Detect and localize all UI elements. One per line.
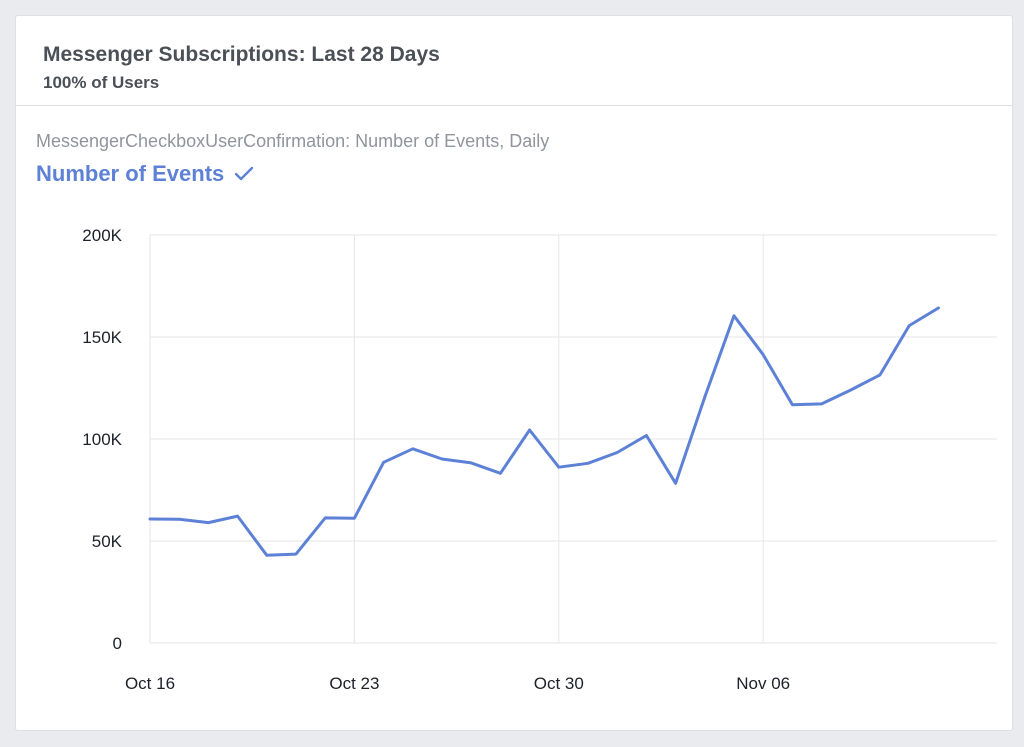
data-point xyxy=(820,402,823,405)
data-point xyxy=(645,434,648,437)
metric-name[interactable]: Number of Events xyxy=(36,161,225,186)
card-subtitle: 100% of Users xyxy=(43,73,160,92)
card-title: Messenger Subscriptions: Last 28 Days xyxy=(43,43,440,66)
data-point xyxy=(470,461,473,464)
card-header: Messenger Subscriptions: Last 28 Days 10… xyxy=(16,16,1012,106)
data-point xyxy=(382,461,385,464)
data-point xyxy=(528,429,531,432)
card-body: MessengerCheckboxUserConfirmation: Numbe… xyxy=(16,106,1012,187)
data-point xyxy=(441,457,444,460)
data-point xyxy=(207,521,210,524)
metric-caption: MessengerCheckboxUserConfirmation: Numbe… xyxy=(36,131,550,151)
data-point xyxy=(791,403,794,406)
data-point xyxy=(499,472,502,475)
data-point xyxy=(849,389,852,392)
y-tick-label: 150K xyxy=(82,328,122,347)
data-point xyxy=(236,515,239,518)
data-point xyxy=(616,451,619,454)
x-tick-label: Oct 16 xyxy=(125,674,175,693)
data-point xyxy=(353,517,356,520)
series-line xyxy=(148,306,940,557)
data-point xyxy=(149,517,152,520)
data-point xyxy=(703,395,706,398)
data-point xyxy=(733,314,736,317)
data-point xyxy=(411,447,414,450)
x-tick-label: Oct 30 xyxy=(534,674,584,693)
x-tick-label: Oct 23 xyxy=(329,674,379,693)
checkmark-icon xyxy=(235,166,254,181)
data-point xyxy=(674,482,677,485)
data-point xyxy=(324,516,327,519)
data-point xyxy=(908,324,911,327)
x-tick-label: Nov 06 xyxy=(736,674,790,693)
axis-layer: 0 50K 100K 150K 200K Oct 16 Oct 23 Oct 30 Nov 06 xyxy=(82,226,790,693)
data-point xyxy=(762,353,765,356)
data-point xyxy=(557,466,560,469)
data-point xyxy=(937,307,940,310)
data-point xyxy=(295,553,298,556)
data-point xyxy=(879,373,882,376)
chart-card: Messenger Subscriptions: Last 28 Days 10… xyxy=(15,15,1013,731)
series-layer xyxy=(148,306,940,557)
y-tick-label: 50K xyxy=(92,532,123,551)
grid-layer xyxy=(149,234,997,644)
y-tick-label: 100K xyxy=(82,430,122,449)
y-tick-label: 0 xyxy=(113,634,122,653)
y-tick-label: 200K xyxy=(82,226,122,245)
data-point xyxy=(265,554,268,557)
data-point xyxy=(178,518,181,521)
metric-selector[interactable]: Number of Events xyxy=(36,161,254,187)
data-point xyxy=(587,462,590,465)
